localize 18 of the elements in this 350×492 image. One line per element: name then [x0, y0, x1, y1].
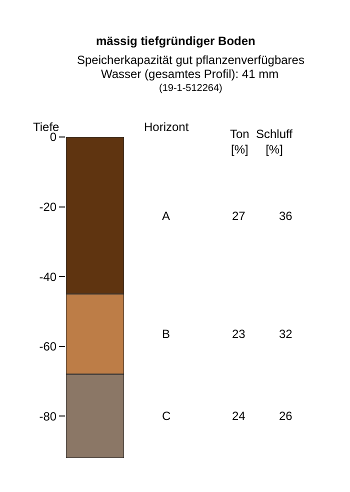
text: 24 [232, 409, 246, 423]
text: Schluff [%] [256, 127, 294, 157]
y-tick-label: -60 [39, 340, 57, 354]
text: B [162, 327, 170, 341]
y-tick-label: -20 [39, 200, 57, 214]
y-tick-label: -80 [39, 409, 57, 424]
text: Ton [%] [230, 127, 250, 157]
text: C [162, 409, 171, 423]
y-tick-label: -40 [39, 270, 57, 284]
text: mässig tiefgründiger Boden [96, 34, 256, 48]
text: 32 [279, 327, 293, 341]
text: 26 [279, 409, 293, 423]
text: A [162, 209, 170, 223]
text: 23 [232, 327, 246, 341]
text: 36 [279, 209, 293, 223]
text: Speicherkapazität gut pflanzenverfügbares Wasser (gesamtes Profil): 41 mm (19-1-512264) [77, 53, 304, 94]
text: Horizont [144, 120, 190, 134]
text: 27 [232, 209, 246, 223]
